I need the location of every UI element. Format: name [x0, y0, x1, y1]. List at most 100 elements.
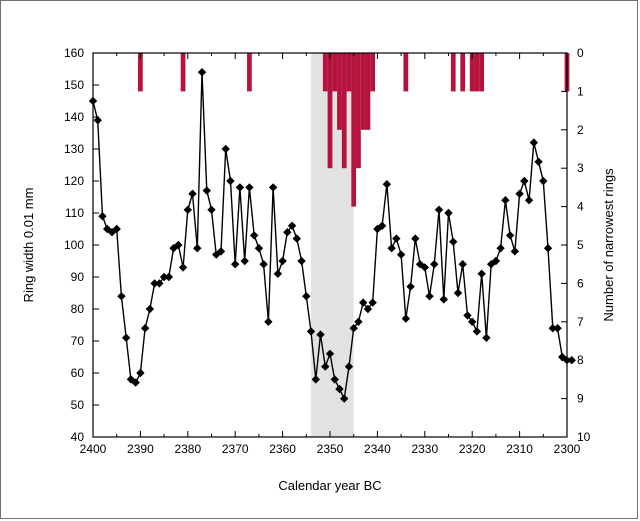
y-tick-label: 60	[71, 366, 85, 380]
data-point	[458, 260, 467, 269]
narrowest-rings-bar	[356, 53, 361, 169]
y2-tick-label: 10	[577, 430, 591, 444]
data-point	[420, 263, 429, 272]
x-axis-title: Calendar year BC	[278, 478, 381, 493]
narrowest-rings-bar	[351, 53, 357, 207]
y2-tick-label: 9	[577, 392, 584, 406]
data-point	[197, 68, 207, 77]
narrowest-rings-bar	[138, 53, 143, 92]
data-point	[453, 288, 463, 298]
narrowest-rings-bar	[327, 53, 333, 169]
y2-tick-label: 7	[577, 315, 584, 329]
y-tick-label: 100	[64, 238, 84, 252]
axis-ticks: 2400 2390 2380 2370 2360 2350 2340 2330 2320 2310…	[64, 46, 591, 456]
data-point	[468, 317, 477, 326]
data-point	[311, 375, 320, 384]
data-point	[183, 205, 192, 214]
y2-tick-label: 2	[577, 123, 584, 137]
narrowest-rings-bar	[332, 53, 338, 92]
data-point	[524, 196, 534, 205]
data-point	[434, 205, 444, 214]
data-point	[287, 221, 297, 230]
narrowest-rings-bar	[346, 53, 352, 92]
data-point	[245, 183, 254, 192]
data-point	[174, 240, 183, 250]
y2-tick-label: 6	[577, 276, 584, 290]
data-point	[207, 205, 216, 214]
data-point	[543, 244, 553, 253]
narrowest-rings-bar	[360, 53, 366, 130]
data-point	[136, 368, 145, 378]
data-point	[297, 256, 306, 266]
data-point	[501, 196, 510, 205]
data-point	[358, 298, 368, 307]
y-tick-label: 150	[64, 78, 84, 92]
data-point	[98, 212, 107, 221]
data-point	[278, 256, 287, 266]
data-point	[496, 244, 505, 253]
data-point	[259, 260, 268, 269]
data-point	[155, 279, 164, 288]
narrowest-rings-bar	[341, 53, 347, 169]
x-tick-label: 2360	[269, 442, 296, 456]
data-point	[235, 183, 245, 192]
data-point	[392, 234, 401, 243]
data-point	[529, 138, 539, 147]
data-point	[254, 244, 264, 253]
y2-tick-label: 8	[577, 353, 584, 367]
data-point	[193, 244, 202, 253]
y2-tick-label: 0	[577, 46, 584, 60]
data-point	[354, 317, 363, 326]
data-point	[273, 269, 283, 278]
narrowest-rings-bar	[370, 53, 376, 92]
data-point	[140, 324, 150, 333]
data-point	[93, 116, 102, 125]
data-point	[103, 224, 112, 234]
y-tick-label: 140	[64, 110, 84, 124]
data-point	[221, 144, 230, 154]
data-point	[425, 292, 434, 301]
data-point	[439, 295, 448, 304]
data-point	[164, 272, 174, 282]
data-point	[430, 260, 439, 269]
data-point	[226, 176, 235, 186]
data-point	[159, 272, 169, 282]
narrowest-rings-bar	[450, 53, 456, 92]
data-point	[231, 260, 240, 269]
data-point	[302, 292, 311, 301]
data-point	[145, 304, 155, 314]
data-point	[112, 224, 121, 234]
data-point	[316, 330, 325, 339]
data-point	[344, 362, 354, 371]
x-tick-label: 2310	[506, 442, 533, 456]
data-point	[264, 317, 273, 326]
data-point	[444, 208, 453, 218]
data-point	[463, 311, 472, 320]
y-tick-label: 40	[71, 430, 85, 444]
y-tick-label: 130	[64, 142, 84, 156]
data-point	[131, 378, 140, 387]
x-tick-label: 2340	[364, 442, 391, 456]
data-point	[121, 333, 131, 342]
narrowest-rings-bar	[460, 53, 466, 92]
data-point	[292, 234, 302, 243]
x-tick-label: 2300	[554, 442, 581, 456]
data-point	[482, 333, 491, 342]
data-point	[472, 327, 482, 336]
y2-tick-label: 4	[577, 200, 584, 214]
data-point	[373, 224, 382, 234]
data-point	[340, 394, 349, 403]
narrowest-rings-bar	[247, 53, 252, 92]
data-point	[325, 349, 335, 358]
y-tick-label: 160	[64, 46, 84, 60]
data-point	[283, 228, 292, 237]
y-tick-label: 80	[71, 302, 85, 316]
data-point	[335, 384, 344, 394]
y-tick-label: 90	[71, 270, 85, 284]
data-point	[249, 231, 259, 240]
data-point	[188, 189, 197, 198]
narrowest-rings-bar	[479, 53, 485, 92]
data-point	[88, 96, 98, 106]
